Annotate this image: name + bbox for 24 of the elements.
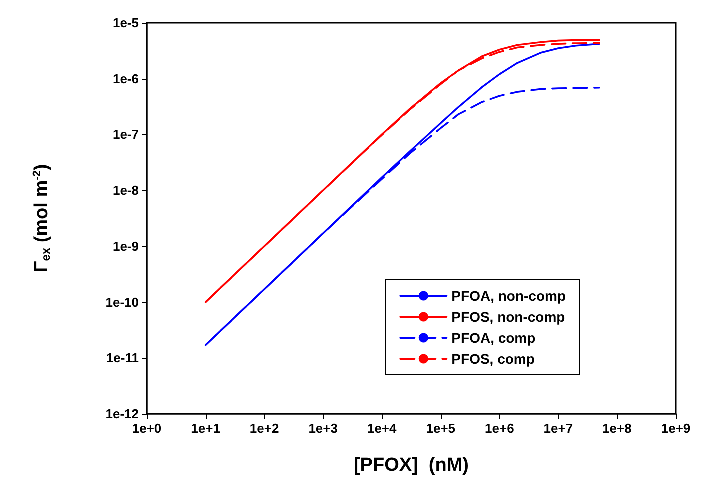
legend-label: PFOS, comp bbox=[452, 351, 535, 367]
y-tick-label: 1e-12 bbox=[106, 406, 139, 422]
legend-label: PFOS, non-comp bbox=[452, 309, 566, 325]
x-tick-label: 1e+8 bbox=[602, 421, 632, 436]
legend-label: PFOA, comp bbox=[452, 330, 536, 346]
legend-label: PFOA, non-comp bbox=[452, 288, 566, 304]
x-tick-label: 1e+2 bbox=[250, 421, 280, 436]
y-tick-label: 1e-6 bbox=[112, 71, 139, 86]
x-tick-label: 1e+5 bbox=[426, 421, 456, 436]
y-axis-title: Γex (mol m-2) bbox=[32, 164, 53, 273]
y-tick-label: 1e-7 bbox=[112, 127, 139, 142]
y-tick-label: 1e-11 bbox=[106, 350, 139, 366]
y-tick-label: 1e-10 bbox=[106, 294, 139, 310]
x-tick-label: 1e+1 bbox=[191, 421, 220, 436]
x-axis-title: [PFOX] (nM) bbox=[354, 455, 470, 476]
y-tick-label: 1e-5 bbox=[112, 16, 139, 30]
x-tick-label: 1e+7 bbox=[544, 421, 574, 436]
y-tick-label: 1e-8 bbox=[112, 183, 139, 198]
x-tick-label: 1e+4 bbox=[367, 421, 398, 436]
x-tick-label: 1e+6 bbox=[485, 421, 514, 436]
y-tick-label: 1e-9 bbox=[112, 238, 139, 254]
x-tick-label: 1e+0 bbox=[132, 421, 162, 436]
x-tick-label: 1e+3 bbox=[308, 421, 338, 436]
x-tick-label: 1e+9 bbox=[661, 421, 691, 436]
